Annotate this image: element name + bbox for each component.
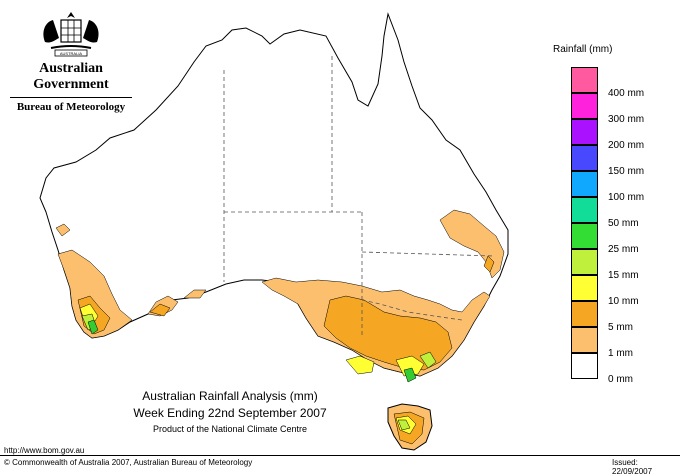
legend-label-15: 15 mm bbox=[608, 270, 639, 281]
legend-label-5: 5 mm bbox=[608, 322, 633, 333]
legend-swatch-300 bbox=[571, 119, 598, 145]
map-title: Australian Rainfall Analysis (mm) bbox=[142, 389, 318, 403]
legend-swatch-above-400 bbox=[571, 67, 598, 93]
legend-swatch-15 bbox=[571, 275, 598, 301]
legend-swatch-400 bbox=[571, 93, 598, 119]
legend-label-1: 1 mm bbox=[608, 348, 633, 359]
issued-date: Issued: 22/09/2007 bbox=[612, 458, 653, 476]
government-name: Australian Government bbox=[33, 61, 109, 92]
legend-swatch-1 bbox=[571, 353, 598, 379]
legend-swatch-5 bbox=[571, 327, 598, 353]
legend-swatch-10 bbox=[571, 301, 598, 327]
legend-label-0: 0 mm bbox=[608, 374, 633, 385]
coat-of-arms-icon: AUSTRALIA bbox=[43, 12, 99, 57]
legend-label-150: 150 mm bbox=[608, 166, 645, 177]
map-period: Week Ending 22nd September 2007 bbox=[133, 406, 327, 420]
footer-divider bbox=[0, 455, 680, 456]
legend-swatch-100 bbox=[571, 197, 598, 223]
state-borders bbox=[223, 56, 495, 338]
crest-motto: AUSTRALIA bbox=[60, 51, 83, 56]
legend-label-100: 100 mm bbox=[608, 192, 645, 203]
legend-label-200: 200 mm bbox=[608, 140, 645, 151]
legend-swatch-50 bbox=[571, 223, 598, 249]
bureau-name: Bureau of Meteorology bbox=[16, 101, 126, 113]
legend-label-300: 300 mm bbox=[608, 114, 645, 125]
map-title-block: Australian Rainfall Analysis (mm) Week E… bbox=[100, 388, 360, 436]
copyright-text: © Commonwealth of Australia 2007, Austra… bbox=[4, 458, 253, 467]
legend-label-25: 25 mm bbox=[608, 244, 639, 255]
legend-swatch-150 bbox=[571, 171, 598, 197]
legend-label-50: 50 mm bbox=[608, 218, 639, 229]
legend-title: Rainfall (mm) bbox=[553, 44, 613, 55]
map-product: Product of the National Climate Centre bbox=[152, 424, 308, 434]
government-logo: AUSTRALIA Australian Government Bureau o… bbox=[6, 8, 136, 113]
legend-swatch-25 bbox=[571, 249, 598, 275]
legend-label-10: 10 mm bbox=[608, 296, 639, 307]
website-link[interactable]: http://www.bom.gov.au bbox=[4, 446, 85, 455]
legend-swatch-200 bbox=[571, 145, 598, 171]
logo-divider bbox=[10, 97, 132, 98]
legend-label-400: 400 mm bbox=[608, 88, 645, 99]
rainfall-25mm-areas bbox=[87, 319, 417, 383]
